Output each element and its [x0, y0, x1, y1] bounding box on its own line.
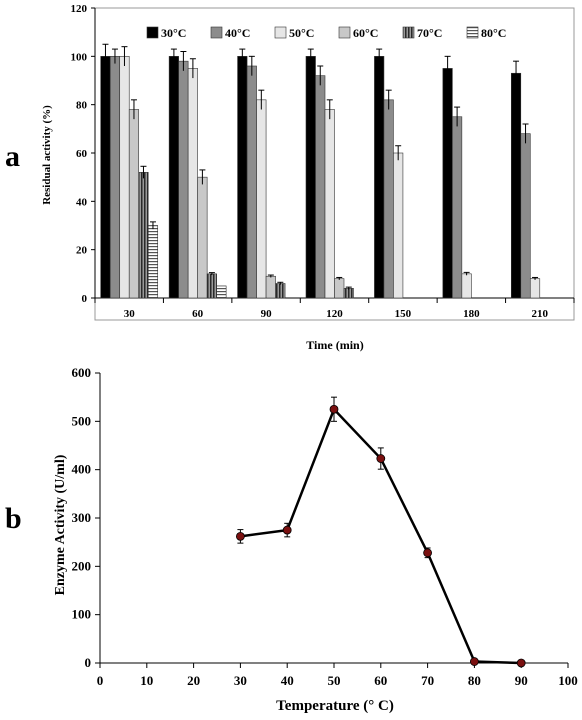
bar-70c-90	[275, 283, 286, 299]
legend-swatch	[146, 26, 159, 39]
x-tick-label: 150	[395, 308, 412, 320]
data-point-90	[516, 658, 526, 668]
y-tick-label: 100	[72, 607, 92, 622]
panel-label-b: b	[5, 502, 22, 535]
bar-50c-180	[461, 273, 472, 299]
bar-30c-90	[237, 56, 248, 299]
y-tick-label: 0	[85, 655, 92, 670]
bar-50c-150	[393, 152, 404, 299]
bar-40c-90	[246, 65, 257, 299]
x-tick-label: 60	[192, 308, 204, 320]
y-tick-label: 80	[76, 100, 88, 112]
x-tick-label: 40	[281, 673, 294, 688]
y-tick-label: 400	[72, 462, 92, 477]
x-tick-label: 180	[463, 308, 480, 320]
x-tick-label: 70	[421, 673, 434, 688]
bar-50c-60	[187, 68, 198, 299]
legend-swatch	[402, 26, 415, 39]
x-tick-label: 90	[261, 308, 273, 320]
panel-a: 0 20 40 60 80 100 120 30 60 90 120 150 180 210 30°C 4…	[5, 3, 575, 352]
x-tick-label: 30	[234, 673, 247, 688]
y-tick-label: 300	[72, 510, 92, 525]
bar-50c-90	[256, 99, 267, 299]
panel-label-a: a	[5, 140, 20, 173]
x-tick-label: 60	[374, 673, 387, 688]
data-point-60	[376, 454, 386, 463]
bar-50c-120	[324, 109, 335, 299]
bar-60c-60	[197, 176, 208, 299]
y-tick-label: 60	[76, 148, 88, 160]
x-tick-label: 120	[326, 308, 343, 320]
x-tick-label: 30	[124, 308, 136, 320]
legend-label: 40°C	[225, 26, 250, 40]
legend-label: 30°C	[161, 26, 186, 40]
x-tick-label: 20	[187, 673, 200, 688]
x-tick-label: 90	[515, 673, 528, 688]
bar-80c-30	[147, 225, 159, 299]
bar-40c-120	[315, 75, 326, 299]
legend-label: 60°C	[353, 26, 378, 40]
x-axis-label-a: Time (min)	[306, 338, 363, 352]
y-tick-label: 40	[76, 196, 88, 208]
bar-70c-120	[343, 288, 354, 299]
y-tick-label: 120	[71, 3, 88, 15]
bar-40c-150	[383, 99, 394, 299]
x-tick-label: 100	[558, 673, 578, 688]
bar-70c-60	[206, 273, 217, 299]
y-tick-label: 500	[72, 413, 92, 428]
y-axis-label-b: Enzyme Activity (U/ml)	[53, 454, 68, 595]
bar-30c-60	[168, 56, 179, 299]
legend-swatch	[274, 26, 287, 39]
x-tick-label: 0	[97, 673, 104, 688]
y-tick-label: 600	[72, 365, 92, 380]
y-axis-label-a: Residual activity (%)	[41, 105, 53, 205]
panel-b: 0 100 200 300 400 500 600 0 10 20 30 40 50 60 70 80 90 1…	[0, 360, 582, 715]
data-point-80	[469, 657, 479, 666]
data-point-30	[235, 531, 245, 541]
y-tick-label: 0	[82, 293, 88, 305]
data-point-70	[423, 548, 433, 558]
bar-40c-210	[520, 133, 531, 299]
bar-30c-150	[374, 56, 385, 299]
bar-60c-120	[334, 278, 345, 299]
bar-30c-210	[510, 72, 522, 299]
x-tick-label: 80	[468, 673, 481, 688]
bar-50c-30	[119, 56, 130, 299]
bar-60c-90	[265, 275, 276, 299]
bar-50c-210	[529, 278, 541, 299]
data-point-40	[282, 525, 292, 535]
bar-30c-30	[100, 56, 111, 299]
bar-chart-residual-activity: 0 20 40 60 80 100 120 30 60 90 120 150 180 210 30°C 4…	[5, 3, 575, 352]
legend-swatch	[466, 26, 479, 39]
line-chart-enzyme-activity: 0 100 200 300 400 500 600 0 10 20 30 40 50 60 70 80 90 1…	[5, 365, 578, 714]
legend-label: 70°C	[417, 26, 442, 40]
legend-label: 80°C	[481, 26, 506, 40]
bar-30c-120	[305, 56, 316, 299]
bar-40c-30	[109, 56, 121, 299]
legend-swatch	[210, 26, 223, 39]
bar-40c-60	[178, 60, 189, 299]
bar-80c-60	[216, 285, 227, 299]
x-axis-label-b: Temperature (° C)	[276, 698, 394, 714]
bar-30c-180	[442, 68, 453, 299]
x-tick-label: 50	[328, 673, 341, 688]
y-tick-label: 100	[71, 51, 88, 63]
series-line	[240, 406, 522, 665]
y-tick-label: 200	[72, 558, 92, 573]
bar-70c-30	[138, 172, 149, 299]
bar-40c-180	[452, 116, 463, 299]
data-point-50	[329, 404, 339, 414]
x-tick-label: 10	[140, 673, 153, 688]
legend-swatch	[338, 26, 351, 39]
x-tick-label: 210	[532, 308, 549, 320]
legend-label: 50°C	[289, 26, 314, 40]
bar-60c-30	[128, 109, 140, 299]
y-tick-label: 20	[76, 245, 88, 257]
